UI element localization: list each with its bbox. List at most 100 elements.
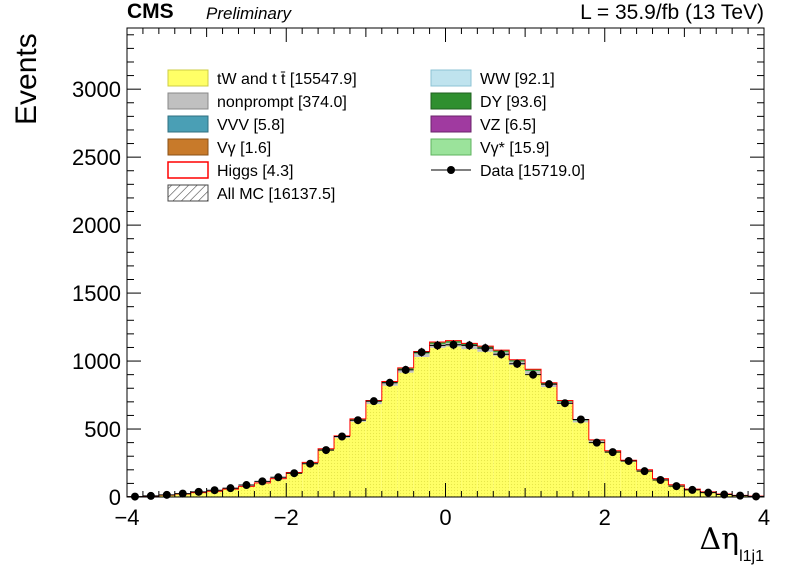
data-point (497, 350, 506, 359)
y-tick-label: 2000 (72, 213, 121, 238)
y-tick-label: 3000 (72, 77, 121, 102)
data-point (481, 344, 490, 353)
legend-swatch (167, 184, 209, 202)
data-point (258, 477, 267, 486)
x-tick-label: −2 (274, 505, 299, 530)
data-point (146, 491, 155, 500)
axis-ticks (126, 28, 765, 498)
legend-entry: Vγ [1.6] (217, 140, 271, 157)
data-point (178, 489, 187, 498)
mc-bar-ttbar (620, 461, 637, 497)
x-axis-label-sub: l1j1 (739, 548, 764, 565)
mc-bar-ttbar (668, 485, 685, 497)
mc-bar-ttbar (493, 355, 510, 497)
data-point (369, 397, 378, 406)
x-tick-label: 4 (758, 505, 770, 530)
mc-bar-ttbar (477, 351, 494, 497)
x-axis-label-main: Δη (699, 522, 740, 557)
mc-bar-hatch (318, 449, 334, 497)
mc-bar-ttbar (429, 347, 446, 497)
data-point (306, 459, 315, 468)
data-point (545, 380, 554, 389)
legend-entry: VVV [5.8] (217, 117, 285, 134)
mc-bar-hatch (446, 341, 462, 497)
y-tick-label: 2500 (72, 145, 121, 170)
mc-bar-hatch (398, 368, 414, 497)
mc-bar-hatch (334, 436, 350, 497)
x-tick-label: 2 (599, 505, 611, 530)
data-point (688, 485, 697, 494)
mc-bar-hatch (350, 419, 366, 497)
data-point (640, 467, 649, 476)
y-axis-label: Events (10, 33, 43, 125)
data-point (560, 399, 569, 408)
legend-entry: DY [93.6] (480, 94, 546, 111)
mc-bar-hatch (461, 343, 477, 497)
data-point (417, 348, 426, 357)
mc-bar-ttbar (270, 479, 287, 497)
mc-bar-hatch (573, 420, 589, 497)
data-point (226, 484, 235, 493)
data-point (290, 469, 299, 478)
legend-entry: Higgs [4.3] (217, 163, 293, 180)
legend-swatch (167, 138, 209, 156)
mc-bar-ttbar (652, 479, 669, 497)
mc-bar-hatch (525, 369, 541, 497)
data-point (465, 341, 474, 350)
legend-swatch (430, 115, 472, 133)
mc-bar-ttbar (445, 346, 462, 497)
luminosity-label: L = 35.9/fb (13 TeV) (580, 1, 764, 24)
mc-bar-ttbar (254, 483, 271, 497)
legend-swatch (430, 92, 472, 110)
mc-bar-ttbar (365, 404, 382, 497)
legend-swatch (430, 69, 472, 87)
legend-data-marker (447, 166, 455, 174)
mc-bar-ttbar (604, 452, 621, 497)
legend-entry: All MC [16137.5] (217, 186, 335, 203)
mc-bar-hatch (589, 440, 605, 497)
data-point (449, 340, 458, 349)
experiment-label: CMS (127, 0, 174, 23)
mc-bar-ttbar (588, 442, 605, 497)
legend-swatch (430, 138, 472, 156)
mc-bar-ttbar (222, 489, 239, 497)
mc-bar-hatch (366, 400, 382, 497)
legend-entry: nonprompt [374.0] (217, 94, 347, 111)
mc-bar-ttbar (572, 422, 589, 497)
mc-bar-hatch (477, 346, 493, 497)
x-axis-label: Δηl1j1 (699, 522, 764, 565)
mc-bar-hatch (605, 451, 621, 497)
mc-bar-ttbar (541, 387, 557, 497)
mc-bar-ttbar (413, 356, 430, 497)
legend-swatch (167, 115, 209, 133)
data-point (322, 446, 331, 455)
data-point (337, 432, 346, 441)
mc-bar-ttbar (636, 470, 653, 497)
mc-bar-ttbar (381, 385, 398, 497)
y-tick-label: 1500 (72, 281, 121, 306)
mc-bar-ttbar (397, 372, 414, 497)
legend-swatch (167, 161, 209, 179)
legend-swatch (167, 69, 209, 87)
data-point (210, 486, 219, 495)
mc-bar-ttbar (286, 473, 303, 497)
data-point (529, 370, 538, 379)
data-point (513, 359, 522, 368)
mc-bar-ttbar (525, 373, 542, 497)
data-point (433, 341, 442, 350)
axis-tick-labels: −4 −2 0 2 4 0 500 1000 1500 2000 2500 3000 (72, 77, 770, 530)
mc-bar-hatch (509, 360, 525, 497)
y-tick-label: 0 (109, 485, 121, 510)
mc-bar-ttbar (206, 491, 223, 497)
data-point (274, 473, 283, 482)
mc-bar-ttbar (461, 349, 478, 497)
y-tick-label: 1000 (72, 349, 121, 374)
legend-entry: tW and t t̄ [15547.9] (217, 71, 357, 88)
mc-bar-ttbar (318, 450, 335, 497)
mc-bar-ttbar (509, 364, 526, 497)
mc-bar-hatch (621, 460, 637, 497)
mc-bar-hatch (493, 350, 509, 497)
x-tick-label: 0 (439, 505, 451, 530)
legend-entry: Vγ* [15.9] (480, 140, 549, 157)
